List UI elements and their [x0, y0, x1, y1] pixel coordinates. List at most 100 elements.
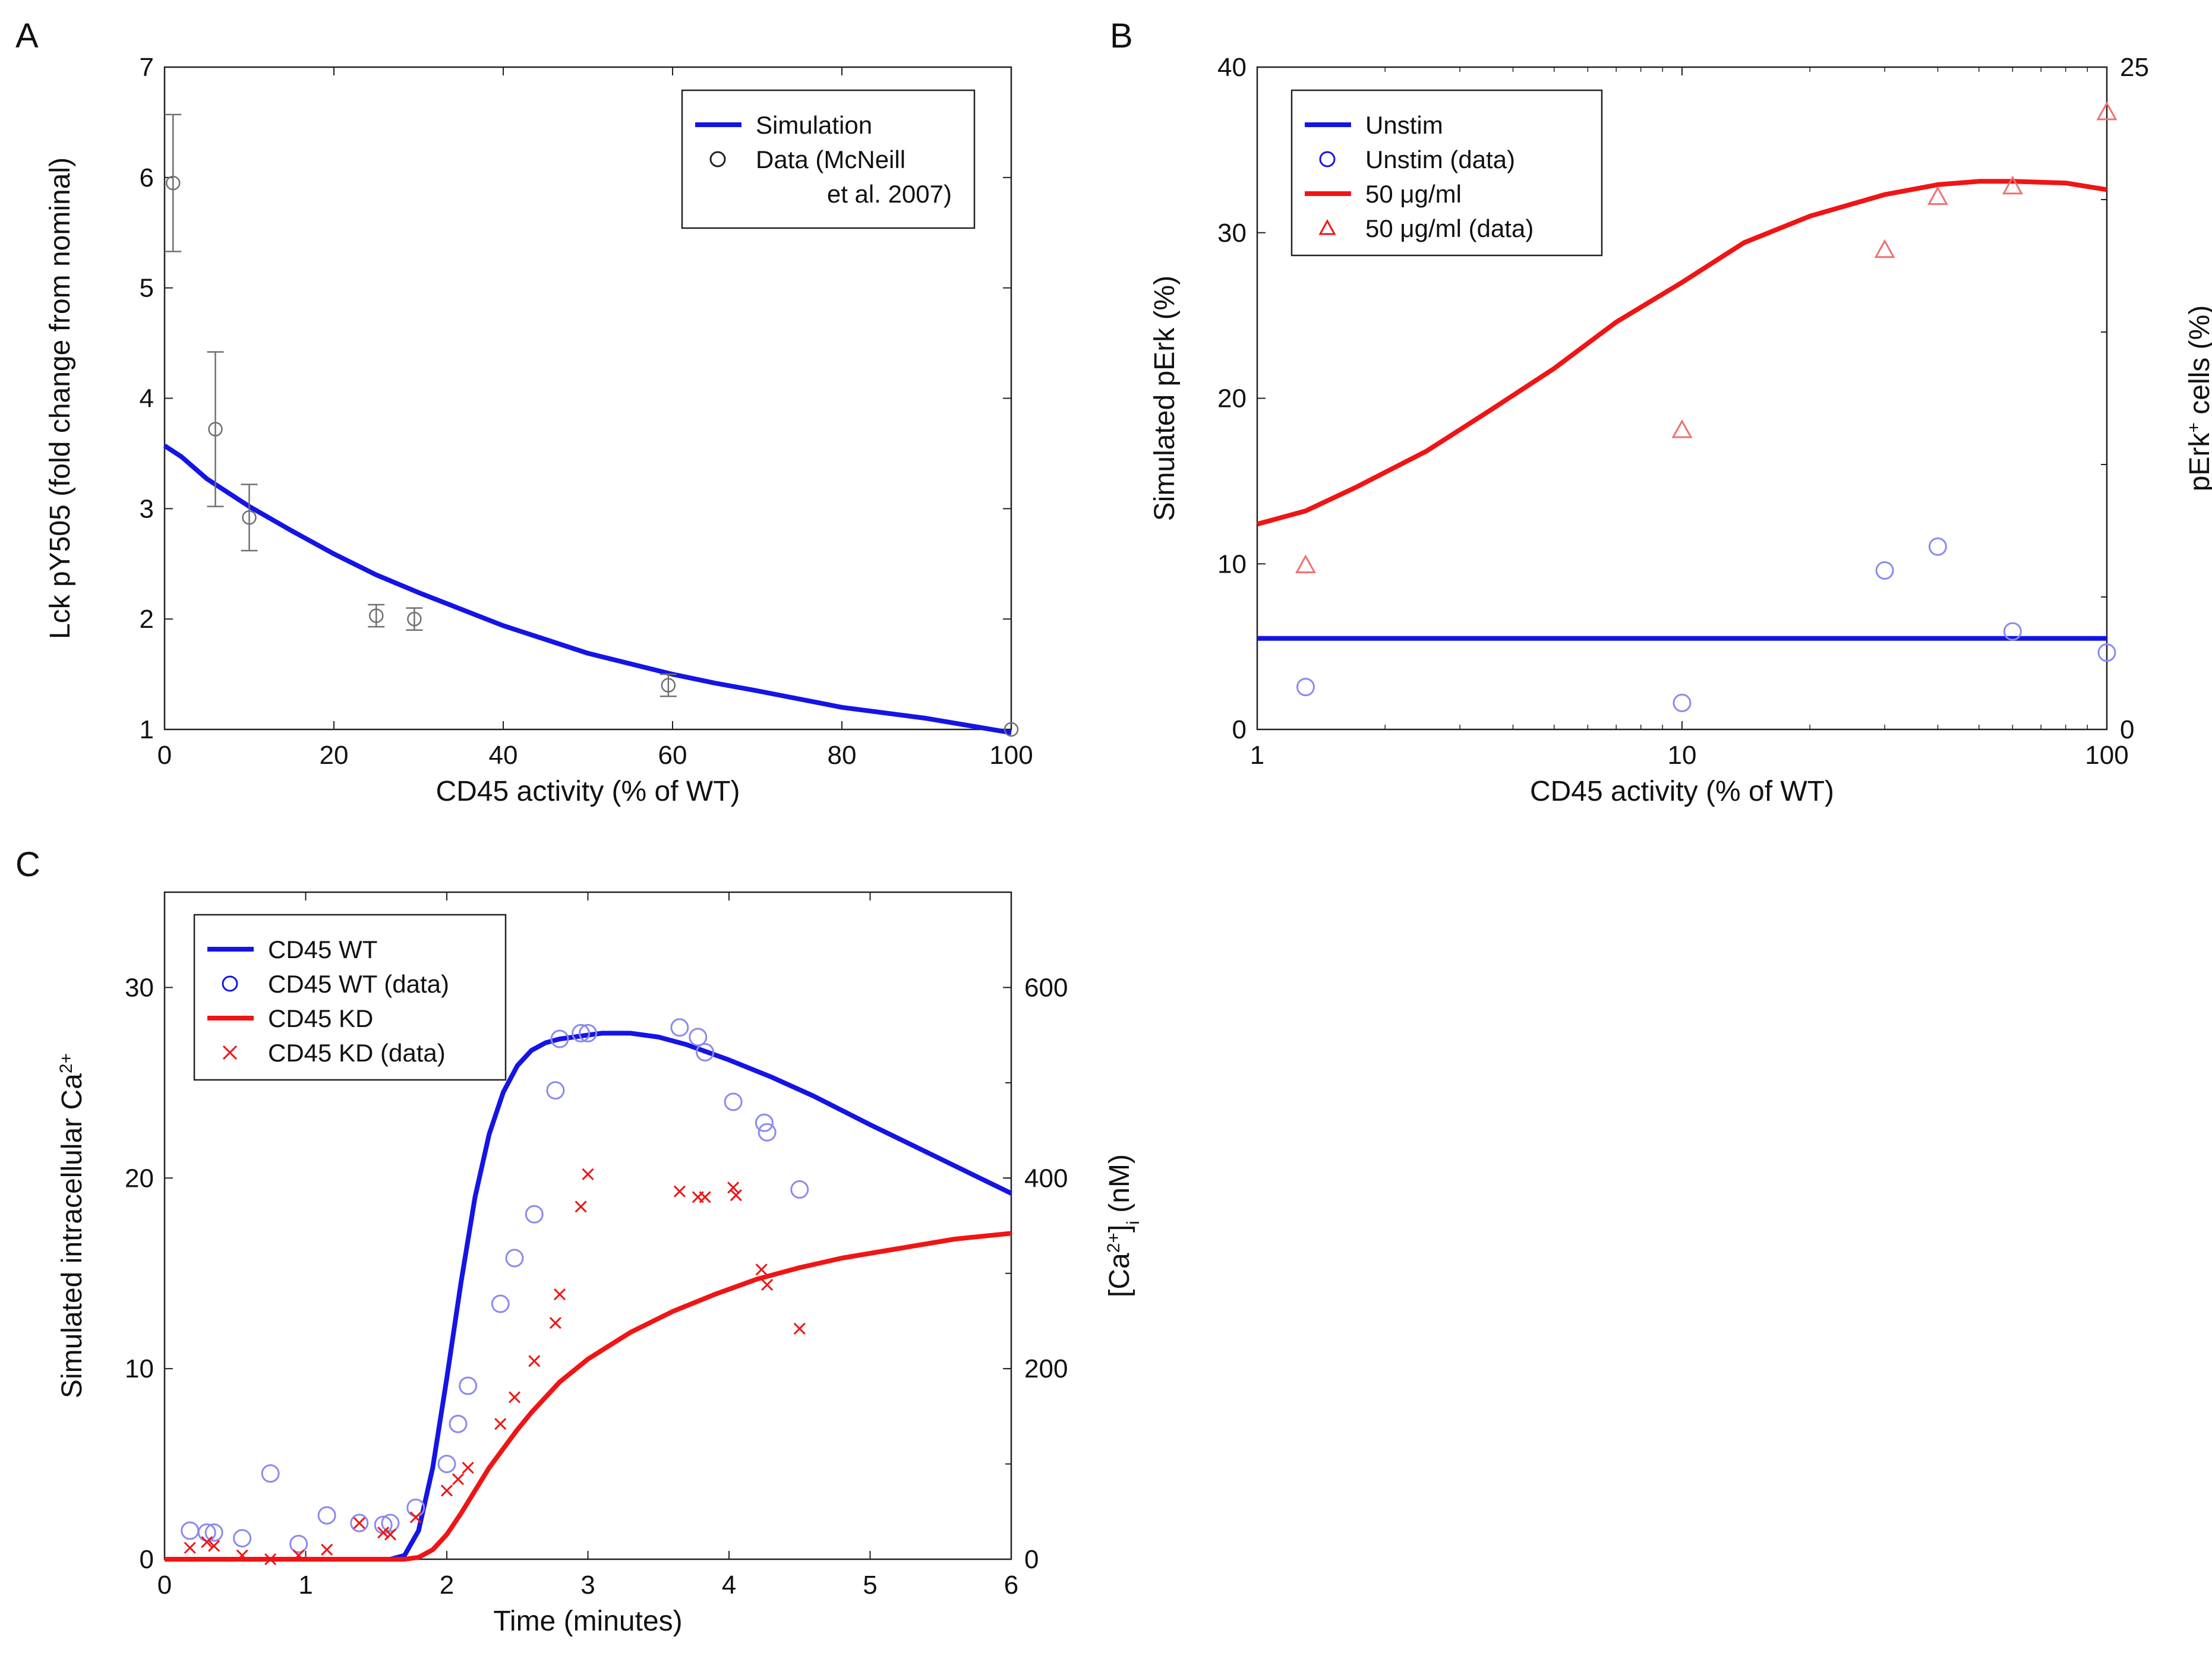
- x-tick-label: 5: [863, 1571, 877, 1600]
- x-tick-label: 20: [320, 741, 349, 770]
- data-point: [575, 1200, 587, 1213]
- legend-circle-swatch: [709, 151, 726, 168]
- y-right-tick-label: 400: [1024, 1164, 1068, 1193]
- data-point: [437, 1455, 456, 1474]
- y-tick-label: 7: [140, 53, 154, 82]
- data-point: [204, 1523, 223, 1542]
- data-point: [755, 1113, 774, 1132]
- legend-box: [681, 89, 976, 229]
- data-point: [1671, 419, 1693, 438]
- y-right-tick-label: 0: [2120, 715, 2134, 744]
- x-tick-label: 10: [1668, 741, 1697, 770]
- x-tick-label: 3: [580, 1571, 595, 1600]
- data-point: [1295, 554, 1317, 573]
- panel-b-letter: B: [1110, 17, 1133, 55]
- legend-circle-swatch: [1319, 151, 1336, 168]
- data-point: [201, 1536, 213, 1549]
- data-point: [730, 1189, 742, 1202]
- data-point: [317, 1506, 336, 1525]
- data-point: [242, 510, 257, 525]
- x-axis-label: CD45 activity (% of WT): [1530, 776, 1834, 807]
- panel-a-letter: A: [15, 17, 39, 55]
- y-right-axis-label: [Ca2+]i (nM): [1104, 1154, 1143, 1297]
- legend-label: CD45 WT (data): [268, 970, 449, 998]
- x-tick-label: 4: [722, 1571, 736, 1600]
- data-point: [261, 1464, 280, 1483]
- data-point: [491, 1294, 510, 1313]
- y-tick-label: 10: [1217, 549, 1247, 579]
- data-point: [440, 1484, 453, 1497]
- data-point: [1673, 693, 1692, 712]
- y-tick-label: 40: [1217, 53, 1247, 82]
- data-point: [2097, 643, 2116, 662]
- data-point: [1296, 678, 1315, 697]
- legend-box: [1290, 89, 1603, 257]
- data-point: [793, 1322, 806, 1335]
- x-tick-label: 80: [828, 741, 857, 770]
- x-axis-label: CD45 activity (% of WT): [436, 776, 740, 807]
- legend-label: CD45 KD: [268, 1004, 373, 1032]
- data-point: [572, 1023, 591, 1042]
- data-point: [1874, 239, 1895, 258]
- data-point: [321, 1543, 333, 1556]
- series-line-50-g-ml: [1256, 179, 2107, 527]
- data-point: [1875, 561, 1894, 580]
- y-axis-label: Lck pY505 (fold change from nominal): [45, 157, 76, 639]
- data-point: [184, 1541, 196, 1554]
- data-point: [233, 1529, 252, 1548]
- x-tick-label: 2: [440, 1571, 454, 1600]
- data-point: [494, 1418, 507, 1430]
- data-point: [236, 1549, 248, 1562]
- series-line-simulation: [163, 444, 1012, 735]
- legend-box: [193, 914, 507, 1081]
- x-tick-label: 0: [157, 1571, 172, 1600]
- data-point: [166, 175, 181, 191]
- legend-label: CD45 WT: [268, 936, 377, 963]
- data-point: [696, 1043, 715, 1062]
- data-point: [699, 1191, 711, 1203]
- y-tick-label: 5: [140, 274, 154, 303]
- data-point: [289, 1534, 308, 1553]
- data-point: [661, 678, 676, 693]
- data-point: [462, 1461, 474, 1474]
- data-point: [1928, 537, 1947, 556]
- y-right-tick-label: 600: [1024, 973, 1068, 1002]
- y-tick-label: 2: [140, 605, 154, 634]
- data-point: [381, 1514, 400, 1533]
- y-axis-label: Simulated pErk (%): [1149, 276, 1181, 521]
- data-point: [582, 1168, 594, 1180]
- data-point: [689, 1028, 708, 1047]
- series-line-cd45-kd: [165, 1231, 1012, 1562]
- data-point: [546, 1081, 565, 1100]
- y-right-tick-label: 25: [2120, 53, 2149, 82]
- y-right-axis-label: pErk+ cells (%): [2184, 305, 2212, 492]
- data-point: [549, 1317, 561, 1329]
- data-point: [409, 1511, 422, 1524]
- x-tick-label: 100: [2085, 741, 2128, 770]
- y-tick-label: 0: [1232, 715, 1247, 744]
- data-point: [181, 1521, 200, 1540]
- data-point: [208, 1540, 220, 1552]
- x-tick-label: 6: [1004, 1571, 1018, 1600]
- y-tick-label: 3: [140, 494, 154, 523]
- data-point: [755, 1263, 768, 1276]
- series-line-cd45-wt: [165, 1031, 1012, 1562]
- x-tick-label: 40: [489, 741, 518, 770]
- legend-circle-swatch: [222, 975, 238, 992]
- legend-label: Data (McNeill: [756, 146, 905, 173]
- legend-label: Simulation: [756, 111, 872, 139]
- panel-c-letter: C: [15, 845, 40, 884]
- data-point: [292, 1549, 305, 1562]
- data-point: [761, 1278, 774, 1291]
- data-point: [579, 1023, 597, 1042]
- x-tick-label: 100: [989, 741, 1033, 770]
- data-point: [790, 1180, 809, 1199]
- legend-label: CD45 KD (data): [268, 1039, 446, 1067]
- data-point: [505, 1249, 524, 1268]
- x-tick-label: 0: [157, 741, 172, 770]
- data-point: [553, 1288, 566, 1301]
- data-point: [670, 1018, 689, 1037]
- data-point: [727, 1181, 740, 1194]
